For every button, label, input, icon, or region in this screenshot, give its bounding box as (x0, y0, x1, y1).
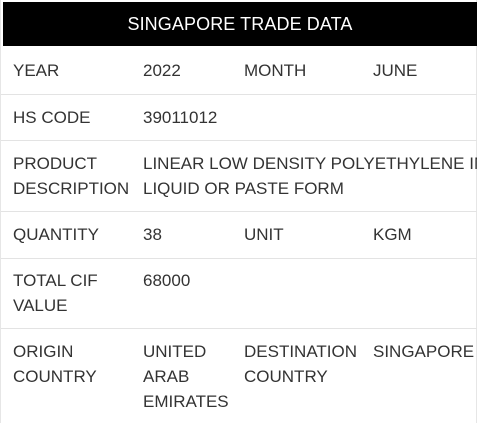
row-divider (1, 140, 477, 141)
quantity-label: QUANTITY (13, 225, 99, 244)
table-title: SINGAPORE TRADE DATA (3, 2, 477, 46)
row-hs-code: HS CODE 39011012 (1, 105, 477, 141)
row-product-description: PRODUCT DESCRIPTION LINEAR LOW DENSITY P… (1, 151, 477, 211)
quantity-value: 38 (143, 225, 162, 244)
product-description-label-line2: DESCRIPTION (13, 179, 130, 198)
destination-country-value: SINGAPORE (373, 342, 475, 361)
row-divider (1, 94, 477, 95)
month-label: MONTH (244, 61, 307, 80)
unit-label: UNIT (244, 225, 284, 244)
destination-country-label-line1: DESTINATION (244, 342, 358, 361)
row-divider (1, 258, 477, 259)
row-year: YEAR 2022 MONTH JUNE (1, 58, 477, 94)
unit-value: KGM (373, 225, 412, 244)
destination-country-label-line2: COUNTRY (244, 367, 328, 386)
origin-country-label-line2: COUNTRY (13, 367, 97, 386)
row-quantity: QUANTITY 38 UNIT KGM (1, 222, 477, 258)
hs-code-label: HS CODE (13, 108, 91, 127)
origin-country-value-line1: UNITED (143, 342, 207, 361)
row-total-cif: TOTAL CIF VALUE 68000 (1, 268, 477, 328)
product-description-value-line1: LINEAR LOW DENSITY POLYETHYLENE IN (143, 154, 477, 173)
product-description-value-line2: LIQUID OR PASTE FORM (143, 179, 344, 198)
hs-code-value: 39011012 (143, 108, 218, 127)
row-origin: ORIGIN COUNTRY UNITED ARAB EMIRATES DEST… (1, 339, 477, 423)
origin-country-value-line3: EMIRATES (143, 392, 229, 411)
total-cif-label-line2: VALUE (13, 296, 68, 315)
year-label: YEAR (13, 61, 60, 80)
year-value: 2022 (143, 61, 181, 80)
total-cif-value: 68000 (143, 271, 191, 290)
month-value: JUNE (373, 61, 418, 80)
origin-country-value-line2: ARAB (143, 367, 190, 386)
total-cif-label-line1: TOTAL CIF (13, 271, 98, 290)
row-divider (1, 328, 477, 329)
origin-country-label-line1: ORIGIN (13, 342, 74, 361)
row-divider (1, 211, 477, 212)
product-description-label-line1: PRODUCT (13, 154, 98, 173)
